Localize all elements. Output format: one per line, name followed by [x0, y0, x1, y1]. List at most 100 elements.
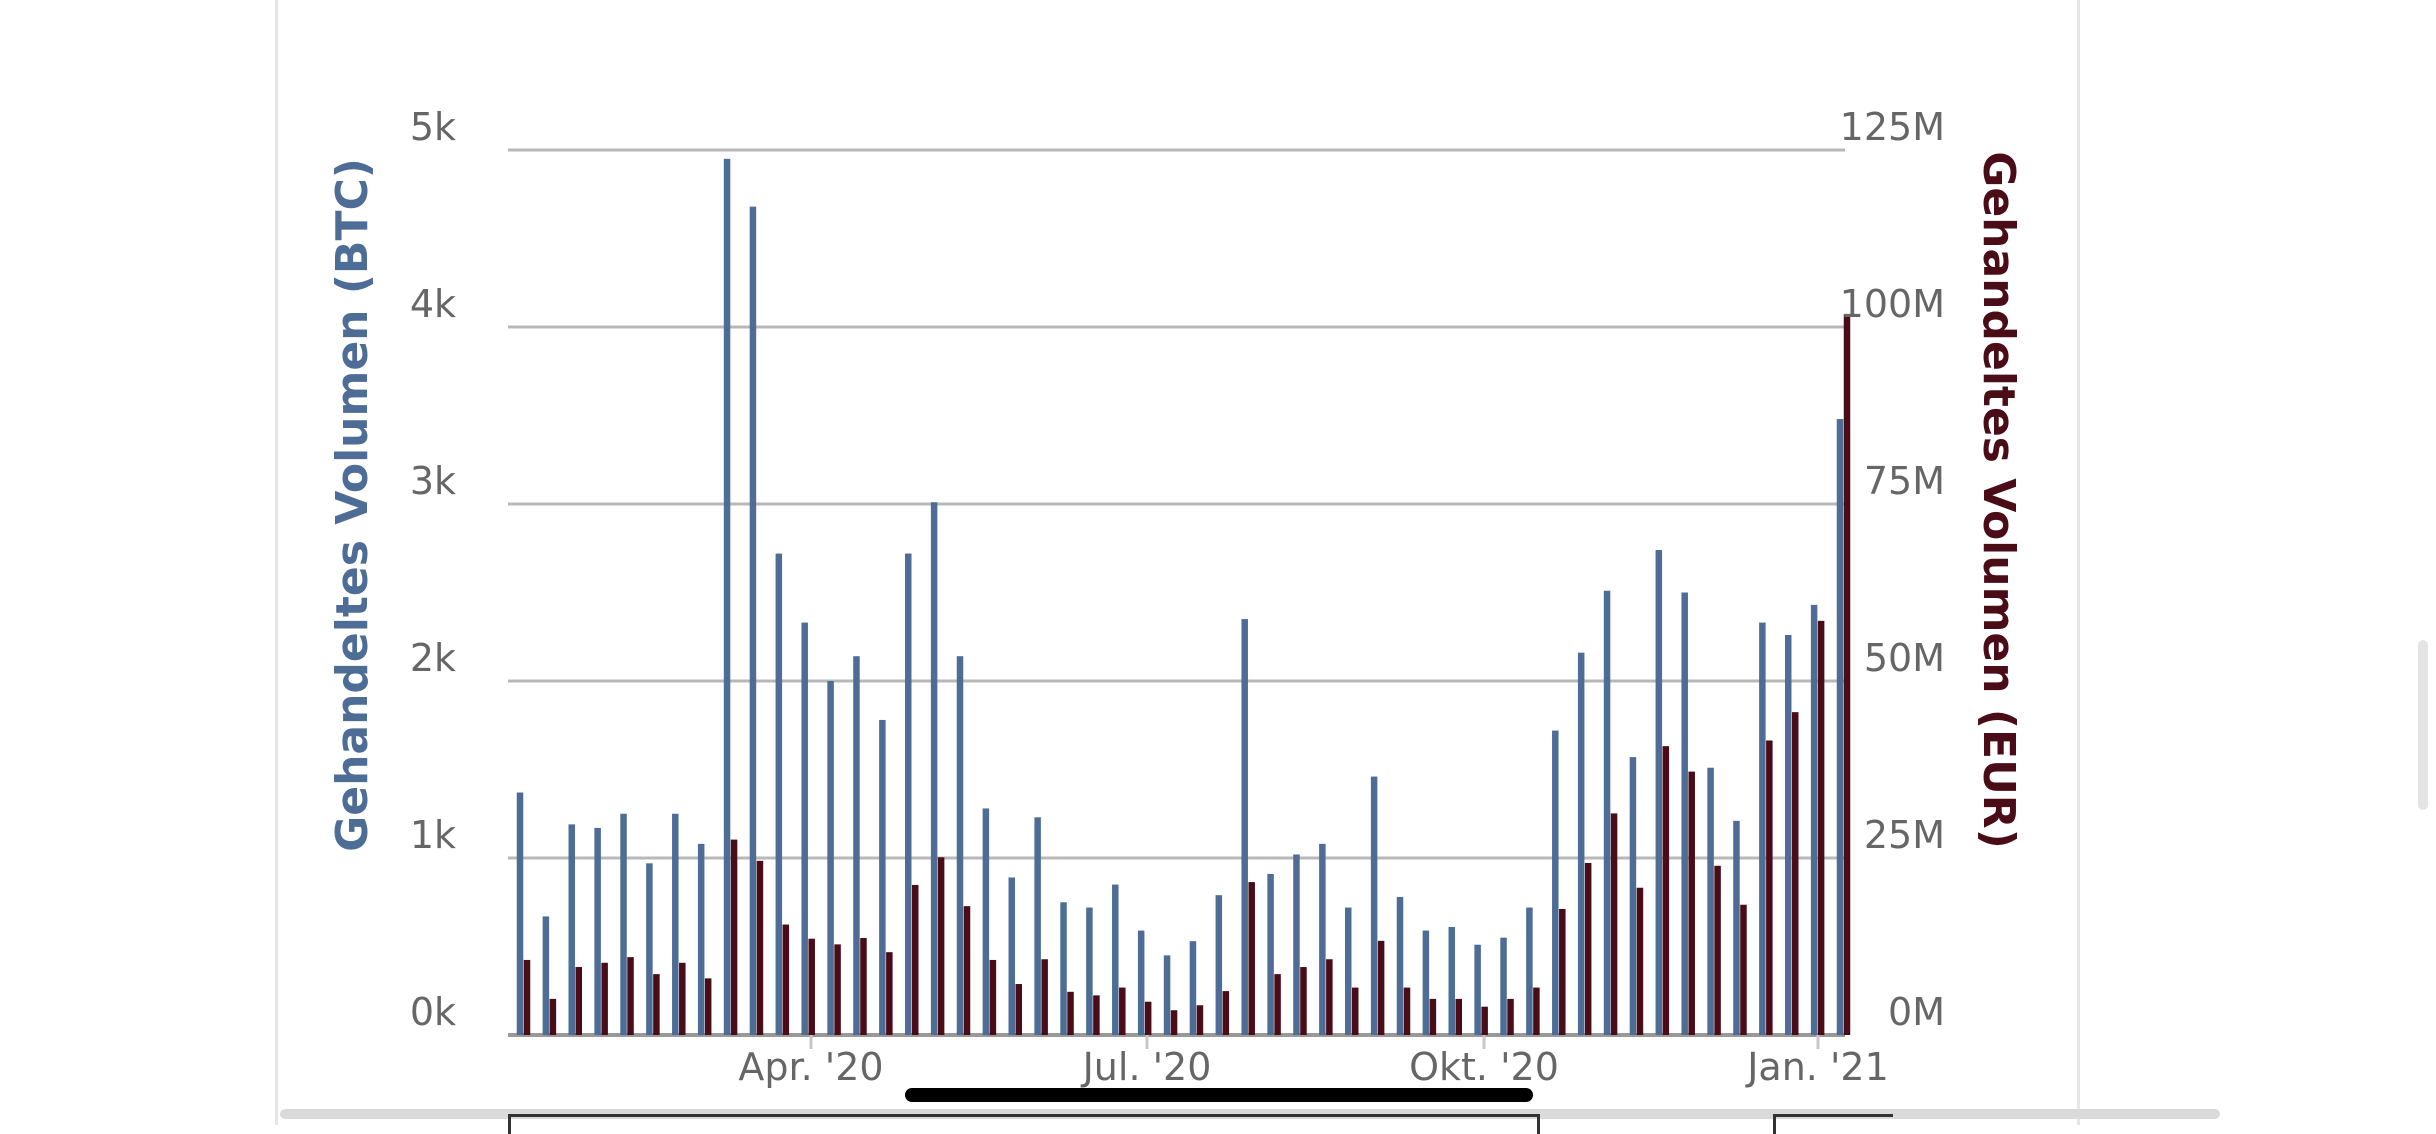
- eur-volume-bar[interactable]: [1817, 620, 1825, 1035]
- btc-volume-bar[interactable]: [1681, 592, 1688, 1036]
- btc-volume-bar[interactable]: [1189, 941, 1197, 1035]
- vertical-scrollbar[interactable]: [2418, 640, 2428, 810]
- eur-volume-bar[interactable]: [1274, 974, 1281, 1035]
- eur-volume-bar[interactable]: [1041, 959, 1048, 1035]
- eur-volume-bar[interactable]: [1351, 987, 1359, 1035]
- btc-volume-bar[interactable]: [904, 553, 912, 1035]
- btc-volume-bar[interactable]: [1733, 820, 1740, 1035]
- btc-volume-bar[interactable]: [749, 206, 757, 1035]
- eur-volume-bar[interactable]: [1403, 987, 1411, 1035]
- eur-volume-bar[interactable]: [1584, 862, 1592, 1035]
- eur-volume-bar[interactable]: [1714, 865, 1721, 1035]
- btc-volume-bar[interactable]: [594, 827, 601, 1035]
- eur-volume-bar[interactable]: [1196, 1005, 1204, 1035]
- eur-volume-bar[interactable]: [1326, 959, 1333, 1035]
- eur-volume-bar[interactable]: [1170, 1010, 1178, 1035]
- eur-volume-bar[interactable]: [1766, 740, 1773, 1035]
- btc-volume-bar[interactable]: [930, 502, 938, 1036]
- eur-volume-bar[interactable]: [1533, 987, 1540, 1035]
- btc-volume-bar[interactable]: [1008, 877, 1016, 1035]
- btc-volume-bar[interactable]: [1629, 757, 1637, 1035]
- eur-volume-bar[interactable]: [1222, 991, 1230, 1035]
- btc-volume-bar[interactable]: [1293, 854, 1300, 1035]
- btc-volume-bar[interactable]: [516, 792, 524, 1035]
- btc-volume-bar[interactable]: [1034, 817, 1041, 1035]
- btc-volume-bar[interactable]: [1577, 652, 1585, 1035]
- btc-volume-bar[interactable]: [672, 813, 679, 1035]
- btc-volume-bar[interactable]: [1241, 619, 1248, 1035]
- eur-volume-bar[interactable]: [1740, 904, 1747, 1035]
- btc-volume-bar[interactable]: [1215, 895, 1223, 1035]
- eur-volume-bar[interactable]: [989, 959, 997, 1035]
- eur-volume-bar[interactable]: [1507, 998, 1514, 1035]
- btc-volume-bar[interactable]: [1448, 927, 1456, 1035]
- btc-volume-bar[interactable]: [1396, 896, 1404, 1035]
- btc-volume-bar[interactable]: [879, 719, 886, 1035]
- btc-volume-bar[interactable]: [1784, 634, 1792, 1035]
- eur-volume-bar[interactable]: [627, 957, 634, 1035]
- btc-volume-bar[interactable]: [1163, 955, 1171, 1035]
- eur-volume-bar[interactable]: [937, 857, 945, 1035]
- eur-volume-bar[interactable]: [886, 952, 893, 1035]
- eur-volume-bar[interactable]: [1791, 712, 1799, 1035]
- eur-volume-bar[interactable]: [523, 959, 531, 1035]
- btc-volume-bar[interactable]: [801, 622, 808, 1035]
- range-navigator-handle[interactable]: [1773, 1114, 1893, 1134]
- eur-volume-bar[interactable]: [1144, 1001, 1152, 1035]
- eur-volume-bar[interactable]: [1300, 967, 1307, 1035]
- eur-volume-bar[interactable]: [963, 906, 971, 1035]
- eur-volume-bar[interactable]: [601, 962, 608, 1035]
- btc-volume-bar[interactable]: [1137, 930, 1145, 1035]
- btc-volume-bar[interactable]: [542, 916, 550, 1035]
- eur-volume-bar[interactable]: [653, 974, 660, 1035]
- btc-volume-bar[interactable]: [775, 553, 783, 1035]
- eur-volume-bar[interactable]: [1377, 940, 1385, 1035]
- btc-volume-bar[interactable]: [956, 656, 964, 1035]
- range-navigator[interactable]: [508, 1114, 1540, 1134]
- eur-volume-bar[interactable]: [730, 839, 738, 1035]
- btc-volume-bar[interactable]: [1086, 907, 1093, 1035]
- eur-volume-bar[interactable]: [1248, 882, 1255, 1035]
- eur-volume-bar[interactable]: [704, 978, 712, 1035]
- btc-volume-bar[interactable]: [1422, 930, 1430, 1035]
- eur-volume-bar[interactable]: [1015, 984, 1023, 1035]
- btc-volume-bar[interactable]: [1370, 776, 1378, 1035]
- btc-volume-bar[interactable]: [982, 808, 990, 1035]
- btc-volume-bar[interactable]: [1603, 590, 1611, 1035]
- eur-volume-bar[interactable]: [1481, 1006, 1488, 1035]
- btc-volume-bar[interactable]: [1655, 550, 1663, 1035]
- btc-volume-bar[interactable]: [1344, 907, 1352, 1035]
- eur-volume-bar[interactable]: [782, 924, 790, 1035]
- eur-volume-bar[interactable]: [1093, 995, 1100, 1035]
- btc-volume-bar[interactable]: [1836, 419, 1844, 1035]
- eur-volume-bar[interactable]: [860, 938, 867, 1035]
- btc-volume-bar[interactable]: [1319, 843, 1326, 1035]
- eur-volume-bar[interactable]: [808, 938, 815, 1035]
- btc-volume-bar[interactable]: [723, 158, 731, 1036]
- btc-volume-bar[interactable]: [1060, 902, 1067, 1035]
- btc-volume-bar[interactable]: [1707, 767, 1714, 1035]
- btc-volume-bar[interactable]: [1500, 937, 1507, 1035]
- eur-volume-bar[interactable]: [911, 884, 919, 1035]
- eur-volume-bar[interactable]: [1067, 991, 1074, 1035]
- eur-volume-bar[interactable]: [1843, 314, 1851, 1036]
- eur-volume-bar[interactable]: [1662, 746, 1670, 1035]
- eur-volume-bar[interactable]: [575, 967, 583, 1035]
- eur-volume-bar[interactable]: [1429, 998, 1437, 1035]
- eur-volume-bar[interactable]: [1688, 771, 1695, 1035]
- btc-volume-bar[interactable]: [646, 863, 653, 1035]
- btc-volume-bar[interactable]: [697, 843, 705, 1035]
- btc-volume-bar[interactable]: [1474, 944, 1481, 1035]
- btc-volume-bar[interactable]: [1526, 907, 1533, 1035]
- eur-volume-bar[interactable]: [756, 860, 764, 1035]
- eur-volume-bar[interactable]: [1119, 987, 1126, 1035]
- btc-volume-bar[interactable]: [1552, 730, 1559, 1035]
- eur-volume-bar[interactable]: [1636, 887, 1644, 1035]
- eur-volume-bar[interactable]: [679, 962, 686, 1035]
- eur-volume-bar[interactable]: [1610, 813, 1618, 1035]
- btc-volume-bar[interactable]: [1759, 622, 1766, 1035]
- eur-volume-bar[interactable]: [834, 944, 841, 1035]
- eur-volume-bar[interactable]: [549, 998, 557, 1035]
- btc-volume-bar[interactable]: [620, 813, 627, 1035]
- btc-volume-bar[interactable]: [853, 656, 860, 1035]
